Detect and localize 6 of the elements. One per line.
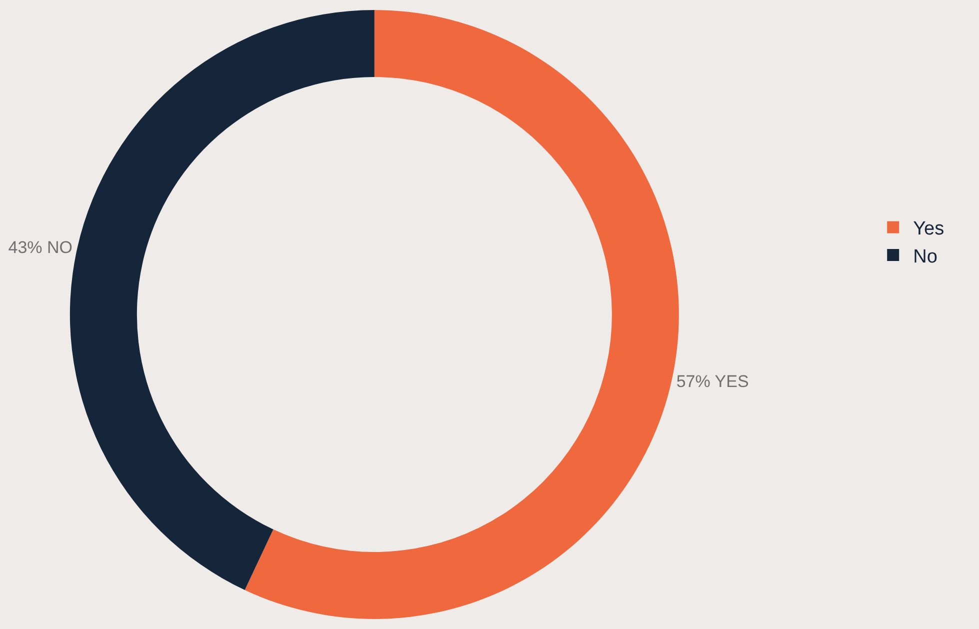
donut-slice bbox=[244, 10, 679, 619]
donut-slice bbox=[70, 10, 374, 590]
data-label: 57% YES bbox=[676, 372, 749, 391]
legend-label: Yes bbox=[913, 218, 944, 240]
legend-label: No bbox=[913, 246, 938, 268]
data-label: 43% NO bbox=[8, 238, 73, 258]
